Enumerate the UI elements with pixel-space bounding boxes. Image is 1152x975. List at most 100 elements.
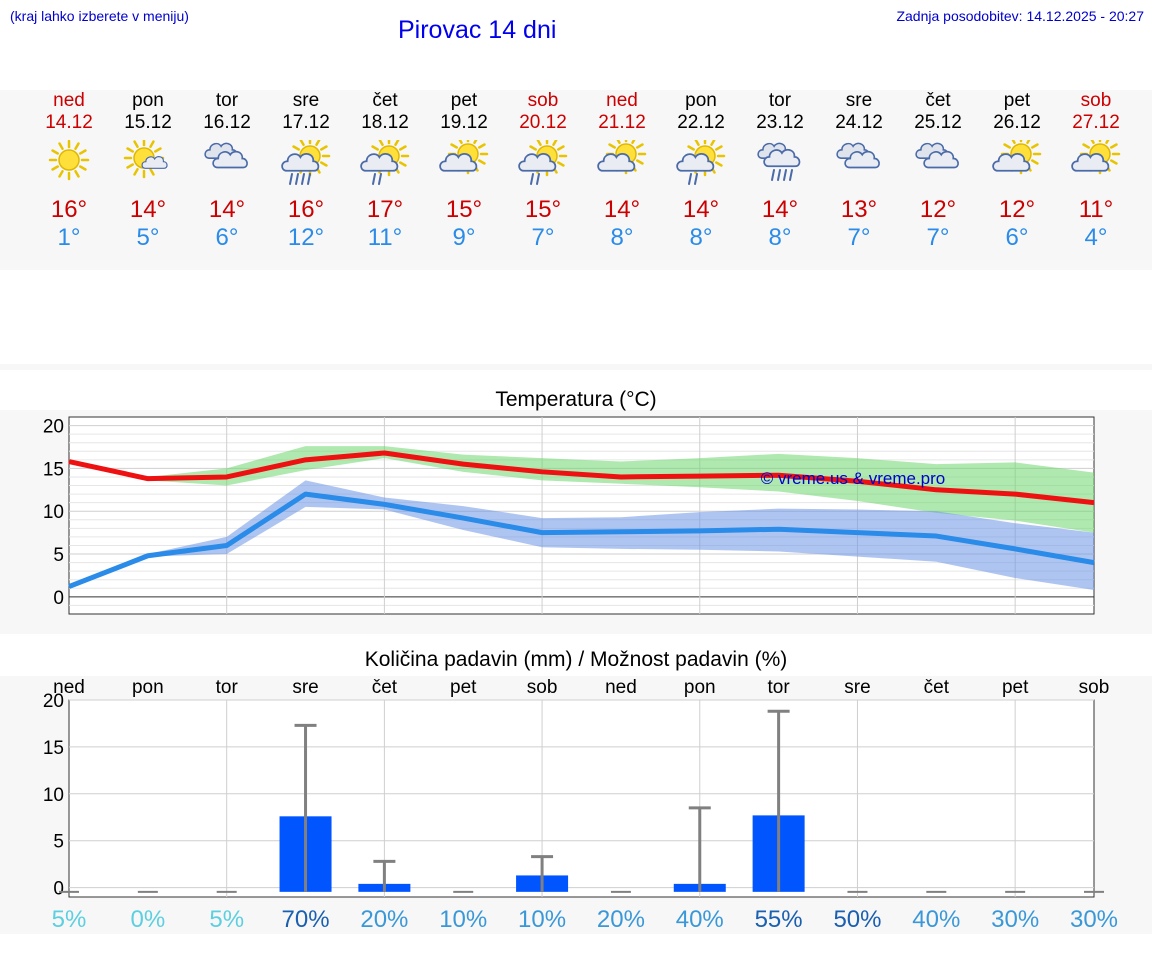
max-temperature: 14° — [682, 196, 720, 223]
y-tick-label: 15 — [43, 459, 64, 480]
precipitation-probability: 20% — [597, 906, 645, 933]
day-forecast: pet 26.12 12° 6° — [978, 90, 1057, 252]
sun-cloud-icon — [439, 140, 489, 175]
day-forecast: pon 15.12 14° 5° — [109, 90, 188, 252]
max-temperature: 14° — [129, 196, 167, 223]
x-category-label: sre — [292, 677, 318, 698]
precipitation-probability: 5% — [209, 906, 244, 933]
day-date: 17.12 — [282, 112, 330, 133]
min-temperature: 7° — [531, 224, 555, 251]
min-temperature: 7° — [847, 224, 871, 251]
day-date: 18.12 — [361, 112, 409, 133]
max-temperature: 16° — [50, 196, 88, 223]
precipitation-probability: 40% — [676, 906, 724, 933]
max-temperature: 14° — [208, 196, 246, 223]
precipitation-probability: 5% — [52, 906, 87, 933]
max-temperature: 14° — [603, 196, 641, 223]
day-date: 15.12 — [124, 112, 172, 133]
max-temperature: 14° — [761, 196, 799, 223]
sun-cloud-rain-icon — [281, 140, 331, 185]
min-temperature-range — [69, 480, 1094, 591]
day-date: 21.12 — [598, 112, 646, 133]
day-name: sob — [1080, 90, 1112, 111]
y-tick-label: 15 — [43, 738, 64, 759]
cloud-rain-icon — [757, 142, 801, 181]
last-update: Zadnja posodobitev: 14.12.2025 - 20:27 — [896, 8, 1144, 24]
day-forecast: pet 19.12 15° 9° — [425, 90, 504, 252]
precipitation-chart-title: Količina padavin (mm) / Možnost padavin … — [364, 648, 788, 671]
day-forecast: ned 14.12 16° 1° — [30, 90, 109, 252]
precipitation-probability: 55% — [755, 906, 803, 933]
x-category-label: sre — [844, 677, 870, 698]
day-name: sob — [527, 90, 559, 111]
day-forecast: sre 17.12 16° 12° — [267, 90, 346, 252]
forecast-strip — [0, 90, 1152, 270]
min-temperature: 7° — [926, 224, 950, 251]
precipitation-probability: 50% — [833, 906, 881, 933]
y-tick-label: 20 — [43, 691, 64, 712]
min-temperature-line — [68, 491, 1095, 589]
day-forecast: ned 21.12 14° 8° — [583, 90, 662, 252]
sun-cloud-light-rain-icon — [676, 140, 726, 185]
precipitation-probability: 70% — [282, 906, 330, 933]
day-date: 22.12 — [677, 112, 725, 133]
day-name: tor — [215, 90, 239, 111]
precipitation-probability: 30% — [991, 906, 1039, 933]
min-temperature: 8° — [768, 224, 792, 251]
x-category-label: sob — [527, 677, 558, 698]
day-forecast: tor 23.12 14° 8° — [741, 90, 820, 252]
copyright-watermark: © vreme.us & vreme.pro — [761, 469, 945, 488]
sun-cloud-icon — [992, 140, 1042, 175]
day-name: sre — [292, 90, 320, 111]
location-hint[interactable]: (kraj lahko izberete v meniju) — [10, 8, 189, 24]
x-category-label: tor — [216, 677, 239, 698]
day-forecast: sob 20.12 15° 7° — [504, 90, 583, 252]
x-category-label: pet — [1002, 677, 1029, 698]
day-name: pon — [132, 90, 164, 111]
day-forecast: sre 24.12 13° 7° — [820, 90, 899, 252]
day-name: pet — [450, 90, 478, 111]
max-temperature: 15° — [524, 196, 562, 223]
x-category-label: čet — [924, 677, 950, 698]
clouds-icon — [204, 142, 248, 169]
precipitation-probability: 20% — [360, 906, 408, 933]
temperature-chart: 0 5 10 15 20 © vreme.us & vreme.pro — [43, 416, 1095, 615]
sun-small-cloud-icon — [123, 140, 168, 179]
x-category-label: ned — [605, 677, 637, 698]
sun-cloud-icon — [1071, 140, 1121, 175]
day-date: 19.12 — [440, 112, 488, 133]
day-forecast: tor 16.12 14° 6° — [188, 90, 267, 252]
precipitation-probability: 40% — [912, 906, 960, 933]
precipitation-probability: 10% — [518, 906, 566, 933]
day-name: pet — [1003, 90, 1031, 111]
day-forecast: sob 27.12 11° 4° — [1057, 90, 1136, 252]
day-date: 25.12 — [914, 112, 962, 133]
precipitation-probability: 0% — [131, 906, 166, 933]
day-name: sre — [845, 90, 873, 111]
min-temperature: 4° — [1084, 224, 1108, 251]
x-category-label: ned — [53, 677, 85, 698]
min-temperature: 6° — [1005, 224, 1029, 251]
precipitation-probability: 30% — [1070, 906, 1118, 933]
day-name: ned — [53, 90, 85, 111]
day-name: pon — [685, 90, 717, 111]
day-name: čet — [372, 90, 398, 111]
x-category-label: pon — [684, 677, 716, 698]
plot-area — [68, 699, 1095, 898]
max-temperature: 16° — [287, 196, 325, 223]
min-temperature: 12° — [287, 224, 325, 251]
sun-icon — [48, 140, 90, 181]
day-date: 26.12 — [993, 112, 1041, 133]
x-category-label: pet — [450, 677, 477, 698]
max-temperature: 17° — [366, 196, 404, 223]
x-category-label: tor — [768, 677, 791, 698]
sun-cloud-light-rain-icon — [360, 140, 410, 185]
y-tick-label: 10 — [43, 785, 64, 806]
max-temperature: 15° — [445, 196, 483, 223]
max-temperature: 13° — [840, 196, 878, 223]
y-tick-label: 5 — [53, 545, 64, 566]
max-temperature: 12° — [998, 196, 1036, 223]
min-temperature: 11° — [367, 224, 403, 251]
min-temperature: 9° — [452, 224, 476, 251]
